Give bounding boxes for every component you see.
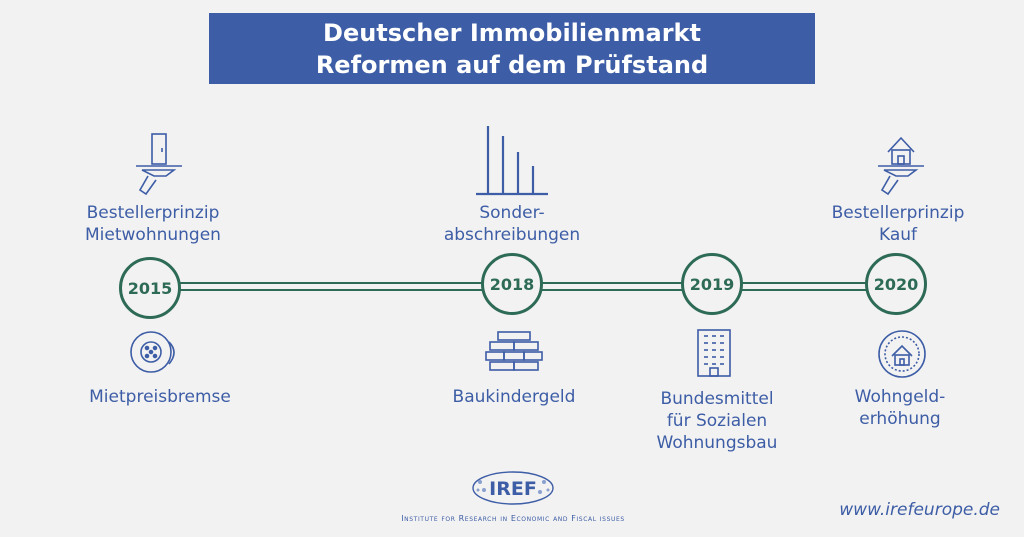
label-2019-bottom-line-1: Bundesmittel (660, 389, 774, 409)
title-line-1: Deutscher Immobilienmarkt (323, 18, 701, 47)
institute-name: Institute for Research in Economic and F… (401, 514, 625, 523)
year-circle-2015: 2015 (119, 257, 181, 319)
year-circle-2018: 2018 (481, 253, 543, 315)
title-box: Deutscher Immobilienmarkt Reformen auf d… (209, 13, 815, 84)
label-2020-bottom-line-1: Wohngeld- (854, 387, 946, 407)
title-line-2: Reformen auf dem Prüfstand (315, 50, 709, 79)
house-coin-icon (878, 330, 926, 378)
label-2020-top-line-1: Bestellerprinzip (831, 203, 965, 223)
label-2015-bottom-line-1: Mietpreisbremse (89, 387, 231, 407)
bricks-icon (485, 331, 543, 371)
label-2018-top-line-2: abschreibungen (443, 225, 581, 245)
label-2015-top-line-2: Mietwohnungen (85, 225, 221, 245)
label-2020-top-line-2: Kauf (878, 225, 918, 245)
iref-logo-text: IREF (489, 478, 537, 500)
label-2020-bottom: Wohngeld- erhöhung (800, 386, 1000, 430)
house-hand-icon (878, 136, 924, 196)
label-2015-top-line-1: Bestellerprinzip (86, 203, 220, 223)
label-2018-top-line-1: Sonder- (479, 203, 545, 223)
label-2019-bottom: Bundesmittel für Sozialen Wohnungsbau (617, 388, 817, 454)
apartment-building-icon (697, 329, 731, 377)
label-2020-bottom-line-2: erhöhung (859, 409, 941, 429)
label-2020-top: Bestellerprinzip Kauf (798, 202, 998, 246)
label-2015-bottom: Mietpreisbremse (60, 386, 260, 408)
rent-brake-icon (130, 331, 175, 373)
label-2019-bottom-line-2: für Sozialen (666, 411, 768, 431)
label-2018-bottom: Baukindergeld (414, 386, 614, 408)
label-2015-top: Bestellerprinzip Mietwohnungen (53, 202, 253, 246)
label-2018-top: Sonder- abschreibungen (412, 202, 612, 246)
label-2019-bottom-line-3: Wohnungsbau (656, 433, 778, 453)
door-hand-icon (136, 133, 182, 196)
year-circle-2019: 2019 (681, 253, 743, 315)
website-link[interactable]: www.irefeurope.de (839, 500, 1000, 520)
iref-logo: IREF (472, 471, 554, 505)
bar-decline-icon (476, 126, 548, 196)
year-circle-2020: 2020 (865, 253, 927, 315)
label-2018-bottom-line-1: Baukindergeld (452, 387, 576, 407)
